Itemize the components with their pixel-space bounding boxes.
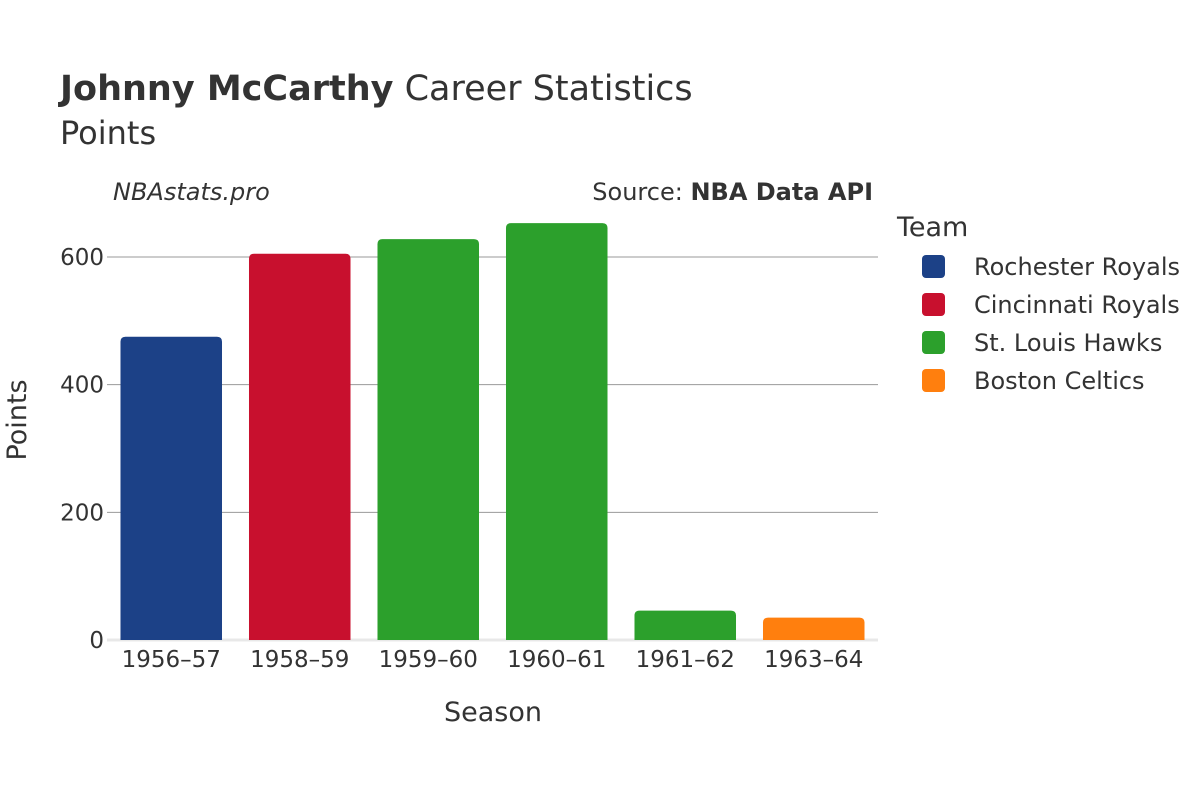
x-tick-label: 1960–61 — [507, 647, 606, 673]
chart-title-name: Johnny McCarthy — [58, 69, 394, 109]
bar-1959–60 — [377, 239, 480, 641]
source-label: Source: — [592, 178, 690, 206]
legend-swatch — [922, 255, 945, 278]
chart-title-rest: Career Statistics — [393, 69, 692, 109]
y-tick-layer: 0 200 400 600 — [60, 245, 104, 654]
legend-title: Team — [896, 212, 968, 243]
legend-label: Rochester Royals — [974, 253, 1180, 281]
watermark: NBAstats.pro — [113, 178, 270, 206]
legend-swatch — [922, 369, 945, 392]
grid-layer — [107, 256, 878, 642]
x-tick-label: 1956–57 — [122, 647, 221, 673]
x-tick-label: 1958–59 — [250, 647, 349, 673]
bar-1963–64 — [762, 617, 865, 640]
legend-label: Boston Celtics — [974, 367, 1145, 395]
x-axis-label: Season — [444, 697, 542, 728]
bar-layer — [120, 223, 865, 641]
x-tick-layer: 1956–57 1958–59 1959–60 1960–61 1961–62 1963–… — [122, 647, 864, 673]
x-tick-label: 1963–64 — [764, 647, 863, 673]
x-tick-label: 1959–60 — [379, 647, 478, 673]
chart-title: Johnny McCarthy Career Statistics — [58, 69, 693, 109]
legend-label: Cincinnati Royals — [974, 291, 1180, 319]
y-tick-label: 400 — [60, 373, 104, 399]
y-axis-label: Points — [2, 379, 33, 460]
source-name: NBA Data API — [690, 178, 873, 206]
bar-1956–57 — [120, 336, 223, 640]
legend: Rochester Royals Cincinnati Royals St. Lou… — [922, 253, 1180, 395]
legend-swatch — [922, 331, 945, 354]
bar-1960–61 — [505, 223, 608, 640]
chart-subtitle: Points — [60, 114, 156, 152]
y-tick-label: 600 — [60, 245, 104, 271]
x-tick-label: 1961–62 — [636, 647, 735, 673]
bar-1961–62 — [634, 610, 737, 640]
y-tick-label: 200 — [60, 500, 104, 526]
legend-swatch — [922, 293, 945, 316]
y-tick-label: 0 — [89, 628, 104, 654]
legend-label: St. Louis Hawks — [974, 329, 1162, 357]
bar-1958–59 — [248, 253, 351, 640]
source-credit: Source: NBA Data API — [592, 178, 873, 206]
